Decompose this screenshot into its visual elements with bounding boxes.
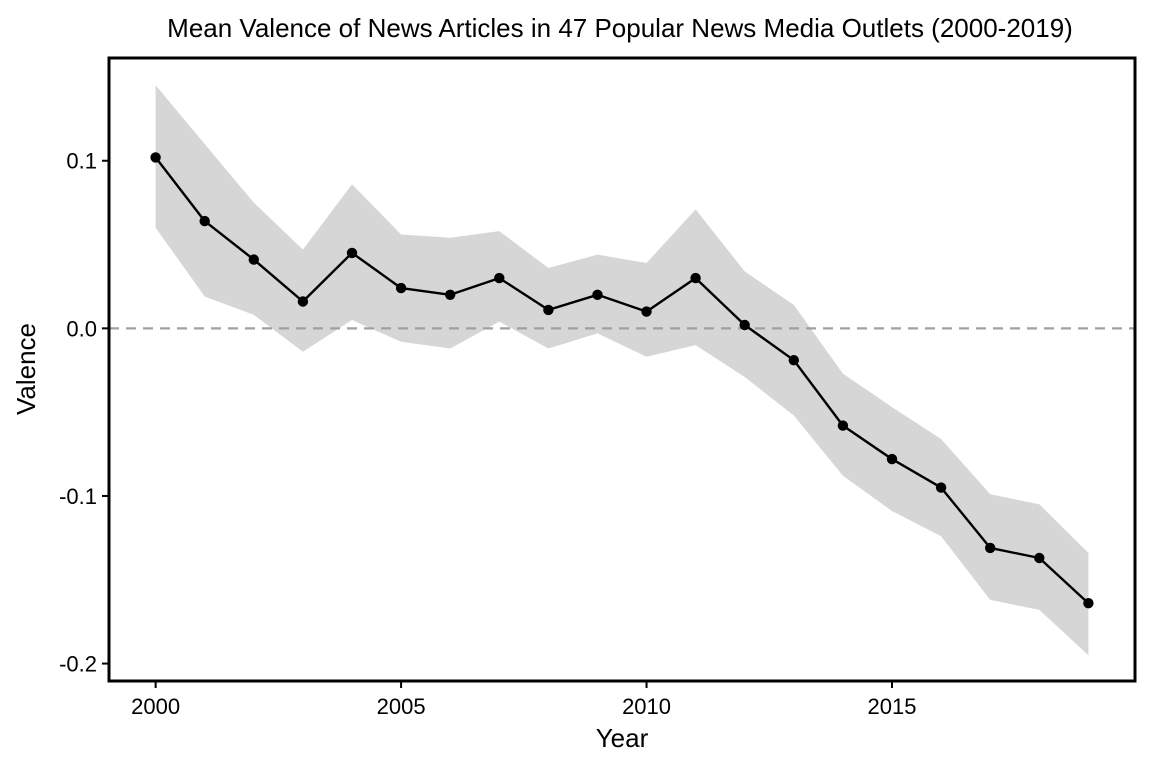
- plot-frame: [107, 56, 1137, 683]
- data-point: [690, 272, 701, 284]
- data-point: [837, 420, 849, 431]
- series-line: [154, 156, 1090, 605]
- x-tick-label: 2010: [622, 694, 671, 719]
- y-tick-label: -0.1: [59, 484, 97, 509]
- data-point: [199, 215, 210, 227]
- x-tick-label: 2005: [377, 694, 426, 719]
- y-axis: 0.1 0.0 -0.1 -0.2: [59, 149, 109, 677]
- x-axis: 2000 2005 2010 2015: [131, 681, 916, 719]
- y-tick-label: 0.0: [66, 316, 97, 341]
- data-point: [494, 272, 505, 284]
- data-point: [150, 152, 161, 163]
- y-axis-title: Valence: [11, 323, 41, 415]
- data-point: [935, 482, 947, 493]
- x-axis-title: Year: [596, 723, 649, 753]
- data-point: [395, 282, 407, 294]
- chart-title: Mean Valence of News Articles in 47 Popu…: [167, 13, 1073, 43]
- x-tick-label: 2000: [131, 694, 180, 719]
- data-point: [248, 254, 259, 265]
- data-point: [445, 289, 456, 300]
- data-point: [739, 319, 750, 331]
- y-tick-label: -0.2: [59, 652, 97, 677]
- data-point: [985, 542, 996, 554]
- data-point: [543, 304, 554, 316]
- data-point: [297, 296, 309, 307]
- confidence-band: [155, 85, 1089, 656]
- data-point: [346, 247, 358, 259]
- data-point: [886, 453, 898, 465]
- plot-area: [109, 85, 1135, 656]
- data-point: [788, 355, 799, 366]
- x-tick-label: 2015: [868, 694, 917, 719]
- data-point: [641, 306, 652, 317]
- data-point: [1083, 598, 1094, 609]
- y-tick-label: 0.1: [66, 149, 97, 174]
- data-point: [1034, 552, 1045, 564]
- data-point: [592, 289, 603, 300]
